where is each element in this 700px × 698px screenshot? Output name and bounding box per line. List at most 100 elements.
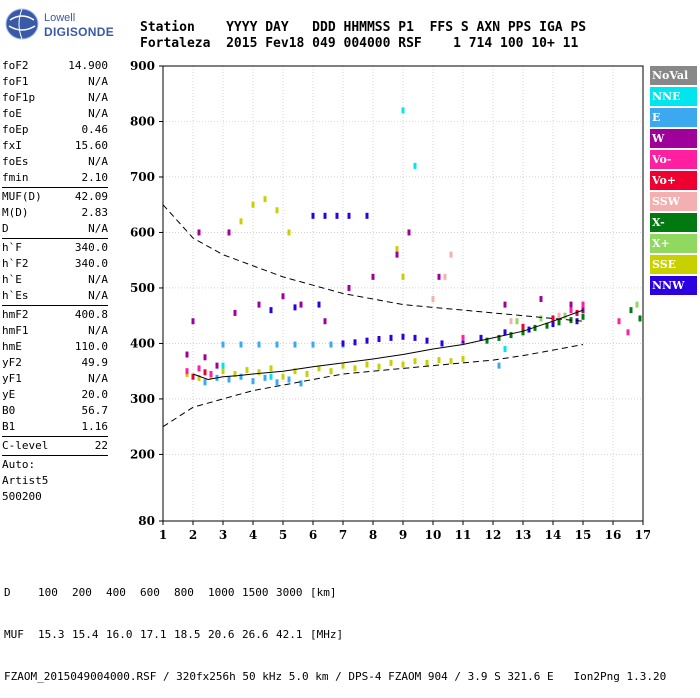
echo-point-x: [563, 312, 567, 319]
echo-point-e: [239, 373, 243, 380]
echo-point-sse: [395, 246, 399, 253]
echo-point-x: [545, 322, 549, 329]
echo-point-e: [239, 341, 243, 348]
echo-point-x: [638, 315, 642, 322]
param-separator: [2, 238, 108, 239]
echo-point-vo: [461, 334, 465, 341]
footer-value: 800: [174, 586, 194, 599]
footer-value: 42.1: [276, 628, 303, 641]
echo-point-nnw: [365, 337, 369, 344]
echo-point-e: [251, 378, 255, 385]
echo-point-sse: [389, 359, 393, 366]
legend-item-x: X-: [650, 213, 697, 232]
echo-point-vo: [203, 369, 207, 376]
x-tick-label: 6: [309, 528, 317, 542]
echo-point-e: [329, 341, 333, 348]
echo-point-nnw: [365, 212, 369, 219]
echo-point-nne: [503, 345, 507, 352]
param-row: h`F 340.0: [2, 240, 108, 256]
y-tick-label: 600: [130, 225, 155, 239]
echo-point-sse: [401, 273, 405, 280]
echo-point-w: [197, 229, 201, 236]
axis-ticks: 1 2 3 4 5 6 7 8 9 10 11 12 13 14 15 16 17802003004005006…: [130, 59, 650, 542]
param-key: D: [2, 222, 9, 235]
echo-point-sse: [275, 207, 279, 214]
echo-point-sse: [251, 201, 255, 208]
param-row: B1 1.16: [2, 419, 108, 435]
param-key: foF2: [2, 59, 29, 72]
legend-item-x: X+: [650, 234, 697, 253]
param-key: yF2: [2, 356, 22, 369]
polarization-legend: NoVal NNE E W Vo- Vo+ SSW X- X+ SSE NNW: [650, 66, 697, 297]
echo-point-e: [497, 362, 501, 369]
autoscale-info: Auto:: [2, 458, 36, 471]
footer-value: [km]: [310, 586, 337, 599]
param-value: N/A: [88, 75, 108, 88]
param-row: h`E N/A: [2, 272, 108, 288]
param-row: yF2 49.9: [2, 355, 108, 371]
x-tick-label: 12: [485, 528, 502, 542]
echo-point-ssw: [557, 312, 561, 319]
echo-point-nnw: [551, 321, 555, 328]
footer-value: 3000: [276, 586, 303, 599]
param-key: hmE: [2, 340, 22, 353]
param-value: 42.09: [74, 190, 108, 203]
param-value: 49.9: [81, 356, 109, 369]
station-header: Station YYYY DAY DDD HHMMSS P1 FFS S AXN…: [140, 20, 586, 52]
echo-point-e: [221, 341, 225, 348]
param-row: D N/A: [2, 221, 108, 237]
param-separator: [2, 436, 108, 437]
echo-point-ssw: [431, 296, 435, 303]
footer-value: 1500: [242, 586, 269, 599]
x-tick-label: 16: [605, 528, 622, 542]
param-value: 0.46: [81, 123, 109, 136]
echo-point-sse: [425, 359, 429, 366]
legend-item-e: E: [650, 108, 697, 127]
legend-item-w: W: [650, 129, 697, 148]
param-row: hmE 110.0: [2, 339, 108, 355]
echo-point-e: [311, 341, 315, 348]
param-key: foE: [2, 107, 22, 120]
legend-item-noval: NoVal: [650, 66, 697, 85]
param-value: 2.83: [81, 206, 109, 219]
footer-value: 600: [140, 586, 160, 599]
legend-item-vo: Vo+: [650, 171, 697, 190]
param-value: 340.0: [74, 241, 108, 254]
echo-point-sse: [287, 229, 291, 236]
echo-point-vo: [551, 315, 555, 322]
footer-value: 15.4: [72, 628, 99, 641]
footer-row-label: MUF: [4, 628, 24, 641]
echo-point-w: [395, 251, 399, 258]
echo-point-nnw: [425, 337, 429, 344]
echo-point-w: [539, 296, 543, 303]
echo-point-sse: [365, 361, 369, 368]
echo-point-e: [227, 376, 231, 383]
echo-point-sse: [293, 368, 297, 375]
echo-point-sse: [401, 361, 405, 368]
param-value: 20.0: [81, 388, 109, 401]
param-key: C-level: [2, 439, 49, 452]
brand-digisonde: DIGISONDE: [44, 25, 115, 39]
param-key: yF1: [2, 372, 22, 385]
param-row: foEs N/A: [2, 154, 108, 170]
param-row: fxI 15.60: [2, 138, 108, 154]
param-row: foEp 0.46: [2, 122, 108, 138]
footer-value: 1000: [208, 586, 235, 599]
y-tick-label: 400: [130, 336, 155, 350]
echo-point-e: [257, 341, 261, 348]
echo-point-vo: [185, 368, 189, 375]
echo-point-w: [371, 273, 375, 280]
footer-value: 18.5: [174, 628, 201, 641]
param-value: N/A: [88, 372, 108, 385]
echo-point-nnw: [323, 212, 327, 219]
echo-point-nnw: [413, 334, 417, 341]
param-value: N/A: [88, 91, 108, 104]
echo-point-sse: [413, 358, 417, 365]
param-value: N/A: [88, 324, 108, 337]
x-tick-label: 4: [249, 528, 257, 542]
echo-point-e: [287, 376, 291, 383]
echo-point-nnw: [311, 212, 315, 219]
echo-point-x: [509, 332, 513, 339]
param-value: N/A: [88, 107, 108, 120]
param-row: yF1 N/A: [2, 371, 108, 387]
